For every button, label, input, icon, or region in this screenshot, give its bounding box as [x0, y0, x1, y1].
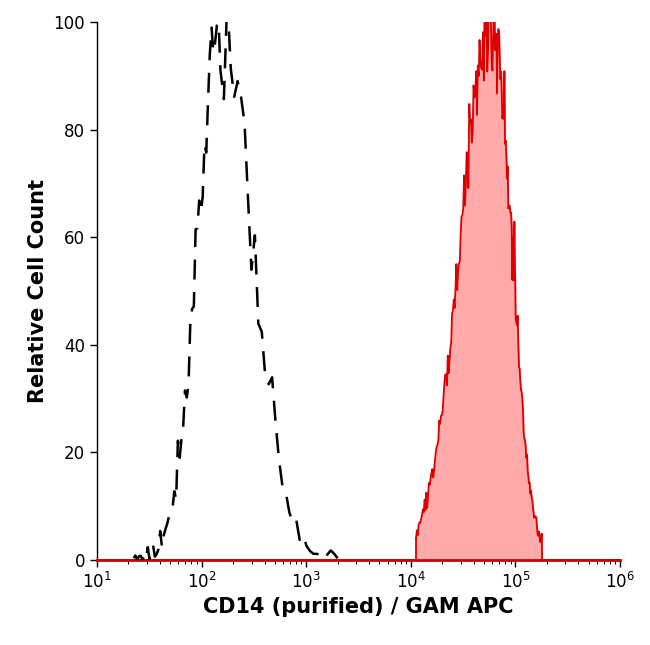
Y-axis label: Relative Cell Count: Relative Cell Count — [28, 179, 48, 403]
X-axis label: CD14 (purified) / GAM APC: CD14 (purified) / GAM APC — [203, 597, 514, 617]
